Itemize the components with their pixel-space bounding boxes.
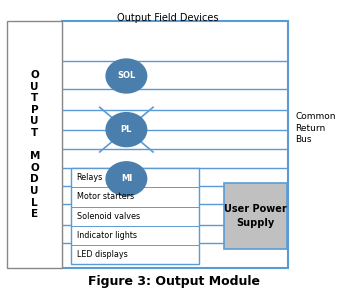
Text: Common
Return
Bus: Common Return Bus [295, 112, 336, 145]
Text: SOL: SOL [117, 72, 136, 80]
Text: MI: MI [121, 174, 132, 183]
Circle shape [106, 162, 147, 196]
FancyBboxPatch shape [71, 168, 199, 264]
Text: Solenoid valves: Solenoid valves [77, 212, 140, 221]
Text: User Power
Supply: User Power Supply [224, 204, 287, 228]
Text: Motor starters: Motor starters [77, 193, 134, 201]
Text: LED displays: LED displays [77, 250, 127, 259]
FancyBboxPatch shape [7, 21, 62, 268]
Circle shape [106, 59, 147, 93]
Circle shape [106, 113, 147, 147]
FancyBboxPatch shape [62, 21, 288, 268]
Text: Figure 3: Output Module: Figure 3: Output Module [88, 274, 261, 288]
Text: Relays: Relays [77, 173, 103, 182]
Text: Indicator lights: Indicator lights [77, 231, 137, 240]
Text: O
U
T
P
U
T
 
M
O
D
U
L
E: O U T P U T M O D U L E [30, 70, 40, 219]
Text: PL: PL [121, 125, 132, 134]
Text: Output Field Devices: Output Field Devices [116, 13, 218, 24]
FancyBboxPatch shape [224, 183, 287, 249]
